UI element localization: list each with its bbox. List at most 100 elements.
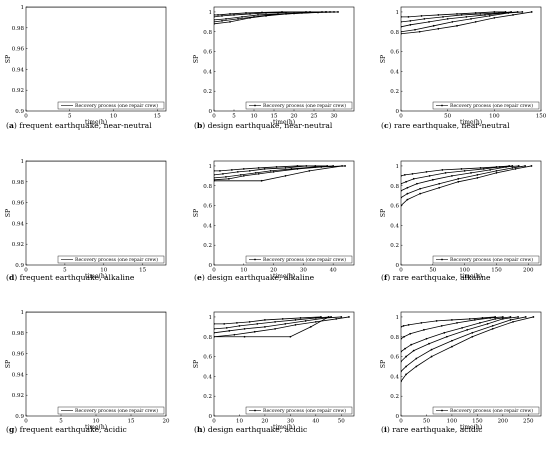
y-tick-label: 0.98 (12, 180, 25, 186)
series-point (501, 318, 504, 320)
series-point (403, 335, 405, 338)
series-point (430, 355, 433, 358)
series-point (233, 14, 235, 16)
series-point (314, 165, 317, 167)
series-point (214, 331, 215, 334)
series-point (249, 16, 251, 19)
panel-caption: (f) rare earthquake, alkaline (381, 273, 491, 282)
series-point (479, 321, 481, 324)
series-point (488, 15, 491, 17)
y-tick-label: 0.9 (15, 109, 24, 115)
series-point (241, 16, 243, 18)
series-point (214, 14, 215, 16)
panel-caption-text: rare earthquake, alkaline (393, 273, 491, 282)
y-axis-label: SP (5, 360, 12, 368)
legend-box (245, 101, 353, 110)
series-point (460, 168, 463, 170)
panel-d: 0 5 10 15 0.9 0.92 0.94 0.96 0.98 1 time(h) SP Recov… (5, 159, 167, 282)
series-point (242, 174, 245, 177)
series-point (411, 172, 414, 175)
series-point (491, 324, 494, 327)
series-point (471, 331, 474, 334)
series-point (401, 16, 402, 18)
panel-caption-text: design earthquake, acidic (208, 425, 307, 434)
series-point (225, 326, 228, 329)
series-point (423, 328, 425, 331)
x-tick-label: 5 (59, 419, 63, 425)
series-point (501, 316, 504, 318)
y-axis-label: SP (380, 209, 387, 217)
y-tick-label: 0 (209, 414, 213, 420)
series-point (524, 165, 526, 167)
series-point (498, 12, 500, 14)
x-tick-label: 100 (489, 114, 500, 120)
panel-letter: b (197, 121, 202, 130)
legend-label: Recovery process (one repair crew) (75, 256, 158, 263)
series-point (327, 316, 330, 318)
legend-label: Recovery process (one repair crew) (450, 407, 533, 414)
series-point (441, 169, 444, 171)
series-point (305, 11, 307, 13)
panel-letter: d (9, 273, 15, 282)
axes-box (213, 6, 355, 112)
series-point (444, 171, 447, 174)
y-tick-label: 0.9 (15, 263, 24, 269)
series-point (264, 319, 266, 321)
series-group (214, 165, 346, 182)
x-tick-label: 50 (338, 419, 345, 425)
y-tick-label: 0.94 (12, 221, 25, 227)
series-point (261, 11, 263, 14)
series-point (495, 166, 498, 168)
series-point (401, 325, 402, 328)
y-axis-label: SP (380, 360, 387, 368)
series-point (511, 165, 514, 167)
series-point (294, 319, 297, 321)
series-point (406, 198, 409, 201)
series-point (238, 324, 241, 327)
series-point (341, 165, 343, 167)
x-axis-label: time(h) (460, 119, 482, 126)
panel-b: 0 5 10 15 20 25 30 0 0.2 0.4 0.6 0.8 1 time(h) SP Recov… (193, 6, 355, 130)
y-tick-label: 0.92 (12, 88, 24, 94)
series-point (437, 27, 440, 30)
panel-letter: h (197, 425, 203, 434)
x-axis-label: time(h) (85, 424, 107, 431)
series-point (431, 178, 434, 181)
series-point (409, 19, 412, 22)
x-tick-label: 200 (498, 419, 509, 425)
series-point (329, 11, 331, 13)
y-axis-label: SP (5, 55, 12, 63)
series-point (428, 20, 430, 23)
panel-f: 0 50 100 150 200 0 0.2 0.4 0.6 0.8 1 time(h) SP Recov… (380, 160, 542, 282)
series-point (227, 177, 230, 180)
axes-box (25, 311, 167, 417)
series-point (401, 32, 402, 35)
series-point (470, 17, 472, 20)
series-point (326, 165, 329, 167)
series-line-4 (401, 11, 512, 23)
series-point (274, 321, 276, 323)
panel-letter: a (9, 121, 14, 130)
series-point (275, 166, 278, 168)
x-tick-label: 15 (271, 114, 278, 120)
panel-e: 0 10 20 30 40 0 0.2 0.4 0.6 0.8 1 time(h) SP Recovery… (193, 160, 355, 282)
x-tick-label: 25 (311, 114, 318, 120)
series-point (405, 373, 407, 376)
y-tick-label: 0.8 (390, 30, 399, 36)
panel-caption: (e) design earthquake, alkaline (194, 273, 315, 282)
series-line-5 (214, 11, 323, 25)
series-point (456, 13, 458, 15)
series-point (320, 316, 322, 318)
series-point (401, 20, 402, 23)
series-point (254, 171, 257, 174)
series-point (401, 174, 402, 177)
y-tick-label: 0.4 (390, 374, 399, 380)
series-point (415, 365, 418, 368)
series-point (514, 168, 517, 170)
y-tick-label: 0.8 (203, 30, 212, 36)
x-tick-label: 10 (110, 114, 117, 120)
series-point (532, 316, 535, 318)
y-tick-label: 0.2 (203, 243, 212, 249)
x-tick-label: 15 (154, 114, 161, 120)
y-tick-label: 0.8 (203, 184, 212, 190)
